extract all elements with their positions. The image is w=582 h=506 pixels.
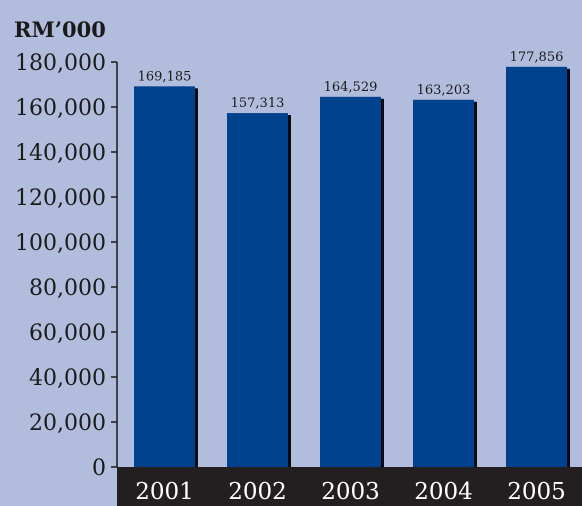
y-tick-label: 140,000 — [15, 141, 106, 166]
x-tick-label: 2004 — [414, 479, 473, 505]
x-axis: 2001 2002 2003 2004 2005 — [135, 479, 566, 505]
data-label: 169,185 — [138, 69, 192, 84]
data-label: 163,203 — [417, 83, 471, 98]
y-tick-label: 180,000 — [15, 51, 106, 76]
x-tick-label: 2005 — [507, 479, 566, 505]
y-tick-label: 60,000 — [29, 321, 106, 346]
bar — [134, 86, 195, 468]
y-tick-label: 100,000 — [15, 231, 106, 256]
data-label: 164,529 — [324, 80, 378, 95]
x-axis-band — [117, 467, 582, 506]
x-tick-label: 2003 — [321, 479, 380, 505]
bar — [227, 113, 288, 468]
y-tick-label: 160,000 — [15, 96, 106, 121]
y-tick-label: 20,000 — [29, 411, 106, 436]
y-tick-label: 80,000 — [29, 276, 106, 301]
data-label: 177,856 — [510, 50, 564, 65]
x-tick-label: 2002 — [228, 479, 287, 505]
bar — [413, 99, 474, 468]
y-tick-label: 0 — [92, 456, 106, 481]
y-tick-label: 120,000 — [15, 186, 106, 211]
unit-label: RM’000 — [14, 17, 106, 42]
y-axis: 0 20,000 40,000 60,000 80,000 100,000 120,000 1… — [15, 51, 117, 481]
bar-series: 169,185 157,313 164,529 163,203 177,856 — [134, 50, 570, 468]
y-tick-label: 40,000 — [29, 366, 106, 391]
x-tick-label: 2001 — [135, 479, 194, 505]
bar — [506, 66, 567, 467]
data-label: 157,313 — [231, 96, 285, 111]
bar — [320, 96, 381, 467]
